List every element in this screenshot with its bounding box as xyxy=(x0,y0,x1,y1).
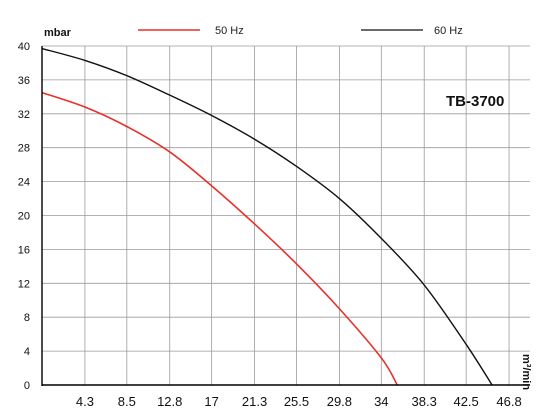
series-line-60hz xyxy=(41,47,493,386)
x-tick-label: 4.3 xyxy=(76,394,94,409)
series-line-50hz xyxy=(41,91,398,386)
legend-label-60hz: 60 Hz xyxy=(434,25,463,37)
grid xyxy=(42,45,530,385)
y-tick-label: 40 xyxy=(18,41,30,53)
y-tick-label: 24 xyxy=(18,177,30,189)
axes xyxy=(41,46,530,386)
x-tick-label: 29.8 xyxy=(327,394,352,409)
y-tick-label: 28 xyxy=(18,143,30,155)
x-tick-label: 42.5 xyxy=(453,394,478,409)
y-tick-label: 32 xyxy=(18,109,30,121)
legend: 50 Hz 60 Hz xyxy=(138,25,463,37)
x-tick-label: 25.5 xyxy=(284,394,309,409)
y-tick-label: 4 xyxy=(24,346,30,358)
series-layer xyxy=(41,47,493,386)
y-tick-label: 0 xyxy=(24,380,30,392)
y-axis-label: mbar xyxy=(44,27,72,39)
x-tick-label: 38.3 xyxy=(412,394,437,409)
legend-label-50hz: 50 Hz xyxy=(215,25,244,37)
x-tick-label: 46.8 xyxy=(496,394,521,409)
x-tick-label: 34 xyxy=(374,394,388,409)
x-axis-label: m³/min xyxy=(520,354,532,390)
x-tick-label: 21.3 xyxy=(242,394,267,409)
tick-labels: 0 4 8 12 16 20 24 28 32 36 40 4.3 8.5 12.8 17 21.3 25.5 2… xyxy=(18,41,522,409)
y-tick-label: 20 xyxy=(18,211,30,223)
x-tick-label: 17 xyxy=(204,394,218,409)
x-tick-label: 8.5 xyxy=(118,394,136,409)
x-tick-label: 12.8 xyxy=(157,394,182,409)
y-tick-label: 8 xyxy=(24,312,30,324)
chart-title: TB-3700 xyxy=(446,93,504,110)
y-tick-label: 36 xyxy=(18,75,30,87)
y-tick-label: 12 xyxy=(18,278,30,290)
y-tick-label: 16 xyxy=(18,244,30,256)
